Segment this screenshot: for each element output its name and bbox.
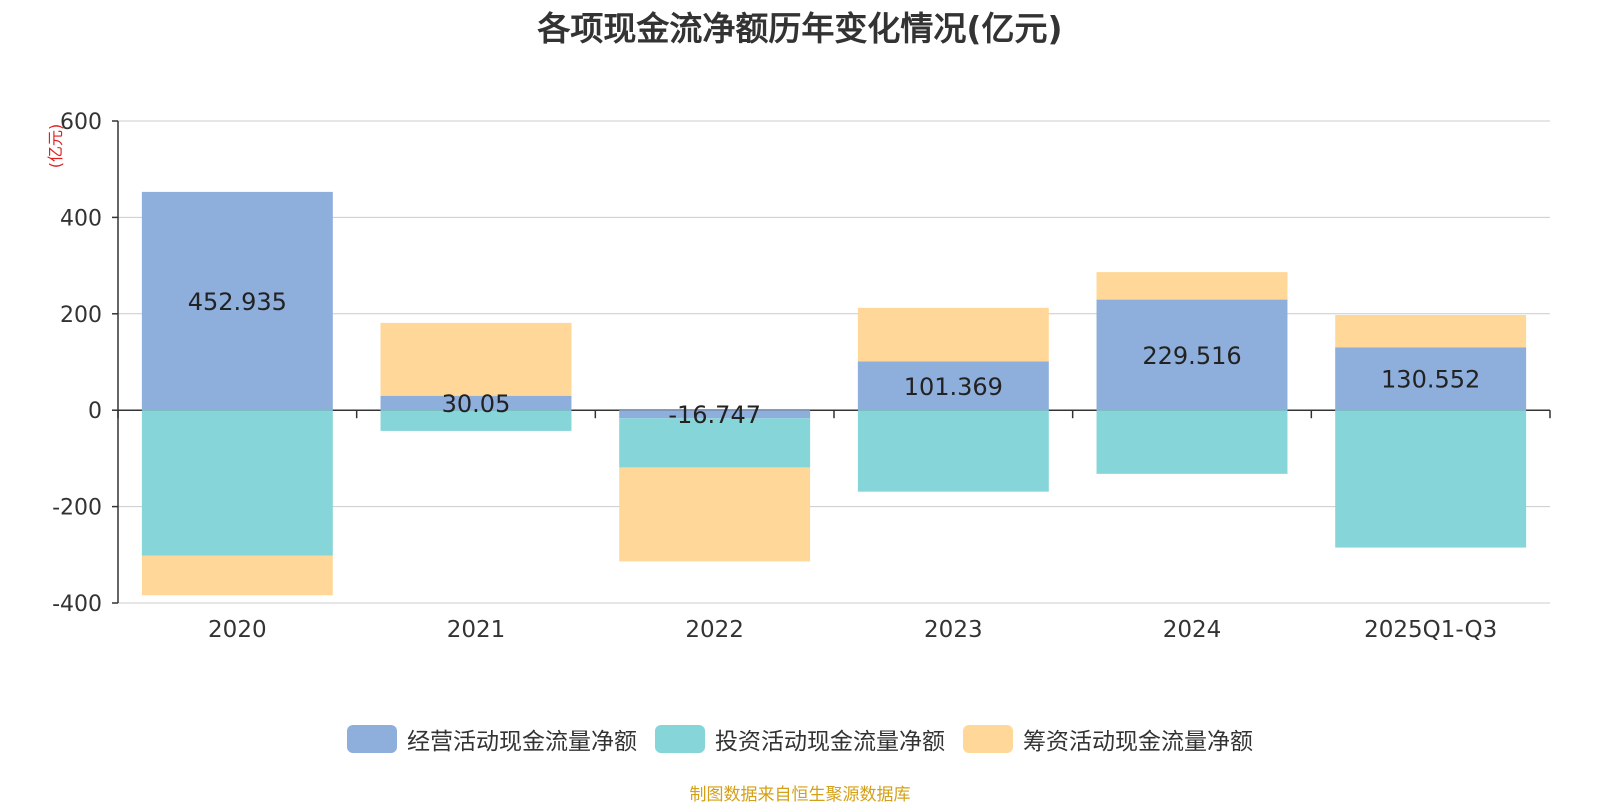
bar-operating-2023 xyxy=(857,361,1049,411)
x-tick-label-2020: 2020 xyxy=(208,617,267,643)
data-label-operating-2025q1-q3: 130.552 xyxy=(1381,366,1480,394)
y-tick-label: 400 xyxy=(60,206,102,231)
chart-legend: 经营活动现金流量净额 投资活动现金流量净额 筹资活动现金流量净额 xyxy=(0,722,1600,756)
data-label-operating-2024: 229.516 xyxy=(1142,342,1241,370)
y-tick-label: -400 xyxy=(52,592,102,617)
bar-financing-2024 xyxy=(1096,272,1288,300)
data-label-operating-2021: 30.05 xyxy=(442,390,511,418)
cashflow-chart: 600 400 200 0 -200 -400 (亿元) 452.935 30.05 -16.74… xyxy=(46,110,1551,643)
y-tick-label: 200 xyxy=(60,303,102,328)
bar-operating-2021 xyxy=(380,395,572,411)
legend-swatch-operating xyxy=(347,725,397,753)
bar-investing-2023 xyxy=(857,410,1049,492)
data-label-operating-2023: 101.369 xyxy=(904,373,1003,401)
legend-swatch-financing xyxy=(963,725,1013,753)
y-axis-unit-label: (亿元) xyxy=(46,124,65,169)
x-tick-label-2022: 2022 xyxy=(685,617,744,643)
bar-financing-2020 xyxy=(141,555,333,596)
chart-title: 各项现金流净额历年变化情况(亿元) xyxy=(537,9,1063,48)
legend-item-operating[interactable]: 经营活动现金流量净额 xyxy=(347,722,637,756)
y-tick-label: 0 xyxy=(88,399,102,424)
y-tick-label: 600 xyxy=(60,110,102,135)
bar-operating-2022 xyxy=(619,410,811,419)
bar-financing-2023 xyxy=(857,307,1049,362)
legend-item-financing[interactable]: 筹资活动现金流量净额 xyxy=(963,722,1253,756)
bar-financing-2025q1-q3 xyxy=(1335,314,1527,348)
x-tick-label-2021: 2021 xyxy=(447,617,506,643)
data-source-note: 制图数据来自恒生聚源数据库 xyxy=(689,785,911,805)
bar-investing-2020 xyxy=(141,410,333,556)
data-label-operating-2020: 452.935 xyxy=(188,288,287,316)
legend-item-investing[interactable]: 投资活动现金流量净额 xyxy=(655,722,945,756)
bar-financing-2022 xyxy=(619,467,811,562)
legend-swatch-investing xyxy=(655,725,705,753)
x-tick-label-2024: 2024 xyxy=(1163,617,1222,643)
bar-investing-2025q1-q3 xyxy=(1335,410,1527,548)
x-tick-label-2023: 2023 xyxy=(924,617,983,643)
bar-financing-2021 xyxy=(380,322,572,396)
y-tick-label: -200 xyxy=(52,496,102,521)
bar-operating-2025q1-q3 xyxy=(1335,347,1527,411)
bar-investing-2021 xyxy=(380,410,572,431)
bar-investing-2024 xyxy=(1096,410,1288,474)
legend-label-investing: 投资活动现金流量净额 xyxy=(715,729,945,755)
legend-label-financing: 筹资活动现金流量净额 xyxy=(1023,729,1253,755)
bar-investing-2022 xyxy=(619,418,811,468)
bar-operating-2024 xyxy=(1096,299,1288,411)
legend-label-operating: 经营活动现金流量净额 xyxy=(407,729,637,755)
bar-operating-2020 xyxy=(141,191,333,411)
x-tick-label-2025q1-q3: 2025Q1-Q3 xyxy=(1364,617,1497,643)
data-label-operating-2022: -16.747 xyxy=(668,401,761,429)
